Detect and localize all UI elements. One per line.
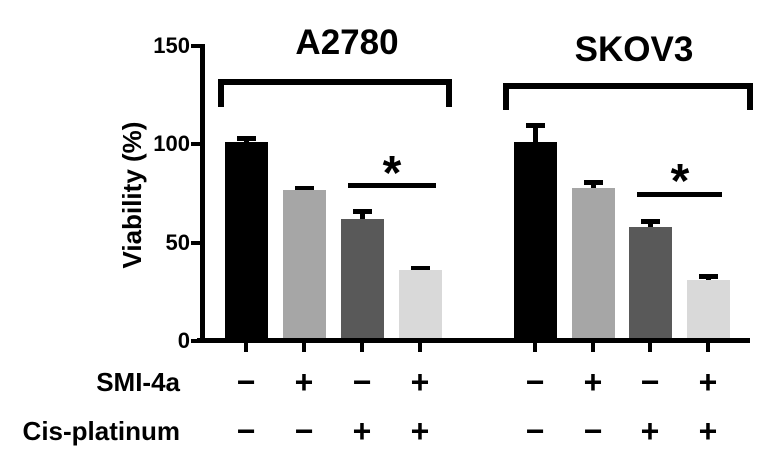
group-bracket [503,83,753,110]
error-bar-whisker [360,211,365,223]
treatment-sign: − [352,364,372,400]
significance-asterisk: * [382,147,402,200]
bar [341,219,384,341]
x-axis-tick [533,343,537,352]
bar [687,280,730,341]
significance-line [637,192,722,197]
treatment-row-label: Cis-platinum [22,416,180,446]
error-bar-whisker [591,182,596,192]
group-title: A2780 [295,23,399,62]
treatment-sign: + [352,413,372,449]
error-bar-cap [641,219,660,224]
x-axis-tick [302,343,306,352]
treatment-sign: − [583,413,603,449]
bar [629,227,672,341]
treatment-sign: − [525,413,545,449]
x-axis-line [197,338,750,343]
treatment-sign: + [410,413,430,449]
treatment-sign: − [525,364,545,400]
treatment-row-label: SMI-4a [96,367,180,397]
error-bar-cap [584,180,603,185]
y-axis-line [200,44,205,343]
x-axis-tick [706,343,710,352]
y-tick-label: 100 [153,131,190,157]
error-bar-cap [699,274,718,279]
significance-line [348,183,436,188]
treatment-sign: + [294,364,314,400]
y-tick-label: 50 [165,229,190,255]
error-bar-cap [237,136,256,141]
treatment-sign: − [294,413,314,449]
y-tick-label: 0 [177,328,190,353]
treatment-sign: + [640,413,660,449]
treatment-sign: + [410,364,430,400]
treatment-sign: + [698,364,718,400]
bar [399,270,442,341]
error-bar-whisker [533,125,538,146]
y-axis-label: Viability (%) [117,121,147,269]
error-bar-cap [526,123,545,128]
treatment-sign: − [236,364,256,400]
y-axis-tick [191,240,200,245]
treatment-sign: − [236,413,256,449]
bar [572,188,615,341]
treatment-sign: + [698,413,718,449]
error-bar-cap [295,186,314,191]
x-axis-tick [591,343,595,352]
significance-asterisk: * [670,155,690,208]
error-bar-cap [411,266,430,271]
treatment-sign: + [583,364,603,400]
error-bar-whisker [648,221,653,231]
bar [283,190,326,341]
group-title: SKOV3 [574,30,694,69]
group-bracket [218,79,452,107]
error-bar-cap [353,209,372,214]
y-tick-label: 150 [153,33,190,58]
x-axis-tick [648,343,652,352]
x-axis-tick [418,343,422,352]
y-axis-tick [191,142,200,147]
bar [225,142,268,341]
y-axis-tick [191,44,200,48]
x-axis-tick [360,343,364,352]
treatment-sign: − [640,364,660,400]
bar [514,142,557,341]
y-axis-tick [191,339,200,343]
x-axis-tick [244,343,248,352]
